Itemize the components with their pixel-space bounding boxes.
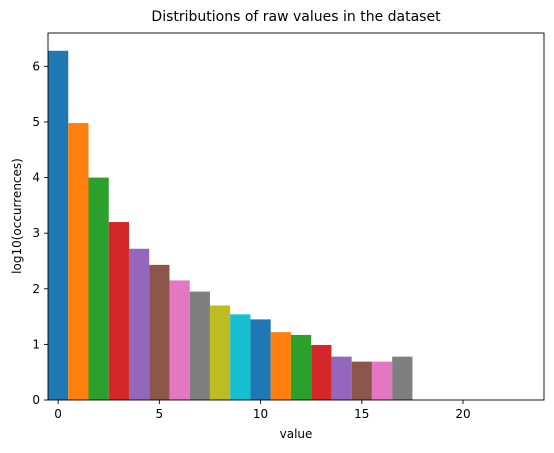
y-tick-label-5: 5 [32, 115, 40, 129]
bar-value-0 [48, 50, 69, 400]
bar-value-3 [108, 222, 129, 400]
bar-value-17 [392, 356, 413, 400]
plot-frame [47, 32, 545, 401]
x-tick-label-0: 0 [54, 407, 62, 421]
bar-value-8 [209, 305, 231, 400]
bar-value-7 [189, 291, 210, 400]
y-tick-label-6: 6 [32, 59, 40, 73]
y-tick-label-3: 3 [32, 226, 40, 240]
x-tick-label-10: 10 [253, 407, 268, 421]
bar-value-6 [169, 280, 190, 400]
x-tick-label-5: 5 [156, 407, 164, 421]
bar-value-16 [371, 361, 393, 400]
bar-value-10 [250, 319, 271, 400]
bar-value-14 [331, 356, 352, 400]
bar-value-2 [88, 177, 109, 400]
y-tick-label-2: 2 [32, 282, 40, 296]
bar-value-15 [351, 361, 372, 400]
y-tick-label-4: 4 [32, 171, 40, 185]
x-axis-ticks: 0 5 10 15 20 [54, 400, 471, 421]
y-tick-label-1: 1 [32, 337, 40, 351]
bar-value-1 [68, 123, 89, 400]
x-axis-label: value [280, 427, 313, 441]
bar-value-11 [270, 332, 291, 400]
bar-value-9 [230, 314, 251, 400]
bars-group [48, 50, 413, 400]
bar-value-13 [311, 344, 332, 400]
x-tick-label-20: 20 [455, 407, 470, 421]
bar-value-4 [128, 248, 150, 400]
bar-value-5 [149, 264, 170, 400]
y-axis-label: log10(occurrences) [10, 158, 24, 274]
y-tick-label-0: 0 [32, 393, 40, 407]
y-axis-ticks: 0 1 2 3 4 5 6 [32, 59, 48, 407]
bar-value-12 [290, 334, 312, 400]
chart-title: Distributions of raw values in the datas… [151, 9, 441, 25]
x-tick-label-15: 15 [354, 407, 369, 421]
